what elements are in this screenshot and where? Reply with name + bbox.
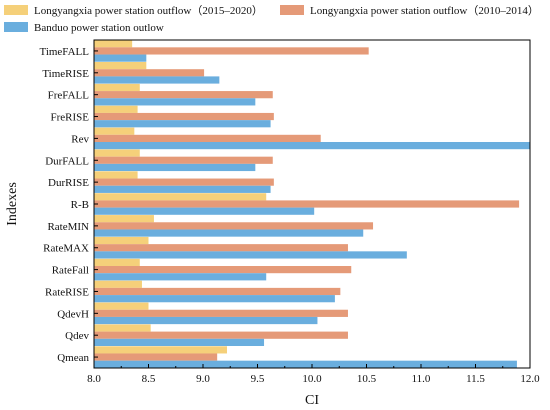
bar — [94, 331, 348, 339]
legend-label: Longyangxia power station outflow（2010–2… — [310, 4, 539, 17]
bar — [94, 258, 140, 266]
x-tick-label: 8.0 — [87, 373, 101, 385]
y-tick-label: TimeFALL — [39, 46, 89, 58]
bar — [94, 200, 520, 208]
bar — [94, 295, 335, 303]
bar — [94, 142, 530, 150]
bar — [94, 324, 151, 332]
y-tick-label: R-B — [71, 199, 89, 211]
x-tick-label: 10.5 — [357, 373, 377, 385]
bar — [94, 185, 271, 193]
bar — [94, 244, 348, 252]
bar — [94, 215, 154, 223]
bar — [94, 134, 321, 142]
x-tick-label: 11.0 — [412, 373, 431, 385]
bar — [94, 309, 348, 317]
y-tick-label: RateFall — [52, 265, 89, 277]
bar — [94, 178, 274, 186]
bar — [94, 229, 364, 237]
bar — [94, 120, 271, 128]
bar — [94, 47, 369, 55]
bar — [94, 171, 138, 179]
legend-swatch — [4, 5, 28, 15]
bar — [94, 207, 315, 215]
bar — [94, 273, 267, 281]
bar — [94, 287, 341, 296]
bar — [94, 62, 147, 70]
y-tick-label: RateMAX — [43, 243, 89, 255]
bar — [94, 302, 149, 310]
y-tick-label: FreFALL — [48, 90, 90, 102]
axes: 8.0 8.5 9.0 9.5 10.0 10.5 11.0 11.5 12.0 TimeFALL… — [39, 39, 540, 385]
bar — [94, 83, 140, 92]
y-tick-label: Rev — [71, 133, 89, 145]
y-tick-label: QdevH — [57, 308, 89, 320]
y-tick-label: DurRISE — [48, 177, 89, 189]
bar — [94, 156, 273, 164]
legend-swatch — [4, 22, 28, 32]
legend-label: Longyangxia power station outflow（2015–2… — [34, 4, 263, 17]
x-tick-label: 8.5 — [142, 373, 156, 385]
x-axis-label: CI — [305, 393, 319, 408]
bar — [94, 105, 138, 113]
bars — [94, 40, 530, 368]
bar — [94, 69, 205, 77]
bar — [94, 353, 218, 361]
bar — [94, 346, 227, 354]
bar — [94, 40, 133, 48]
bar — [94, 236, 149, 245]
bar — [94, 163, 256, 172]
x-tick-label: 9.5 — [251, 373, 265, 385]
y-tick-label: TimeRISE — [42, 68, 89, 80]
y-tick-label: RateRISE — [45, 286, 89, 298]
x-tick-label: 9.0 — [196, 373, 210, 385]
y-tick-label: FreRISE — [51, 112, 90, 124]
bar — [94, 360, 517, 368]
x-tick-label: 12.0 — [520, 373, 540, 385]
bar — [94, 149, 140, 157]
bar — [94, 251, 407, 259]
bar — [94, 54, 147, 62]
bar — [94, 222, 374, 230]
y-axis-label: Indexes — [5, 182, 20, 226]
legend-swatch — [280, 5, 304, 15]
bar — [94, 98, 256, 106]
bar — [94, 112, 274, 121]
bar — [94, 91, 273, 99]
bar — [94, 76, 220, 84]
legend-label: Banduo power station outlow — [34, 22, 164, 34]
y-tick-label: RateMIN — [47, 221, 89, 233]
bar — [94, 316, 318, 325]
y-tick-label: Qdev — [65, 330, 89, 342]
y-tick-label: Qmean — [57, 352, 89, 364]
bar — [94, 338, 265, 346]
bar — [94, 280, 142, 288]
bar — [94, 127, 135, 135]
x-tick-label: 10.0 — [302, 373, 322, 385]
y-tick-label: DurFALL — [45, 155, 89, 167]
legend: Longyangxia power station outflow（2015–2… — [4, 4, 539, 34]
x-tick-label: 11.5 — [466, 373, 485, 385]
bar — [94, 193, 267, 201]
bar — [94, 266, 352, 274]
